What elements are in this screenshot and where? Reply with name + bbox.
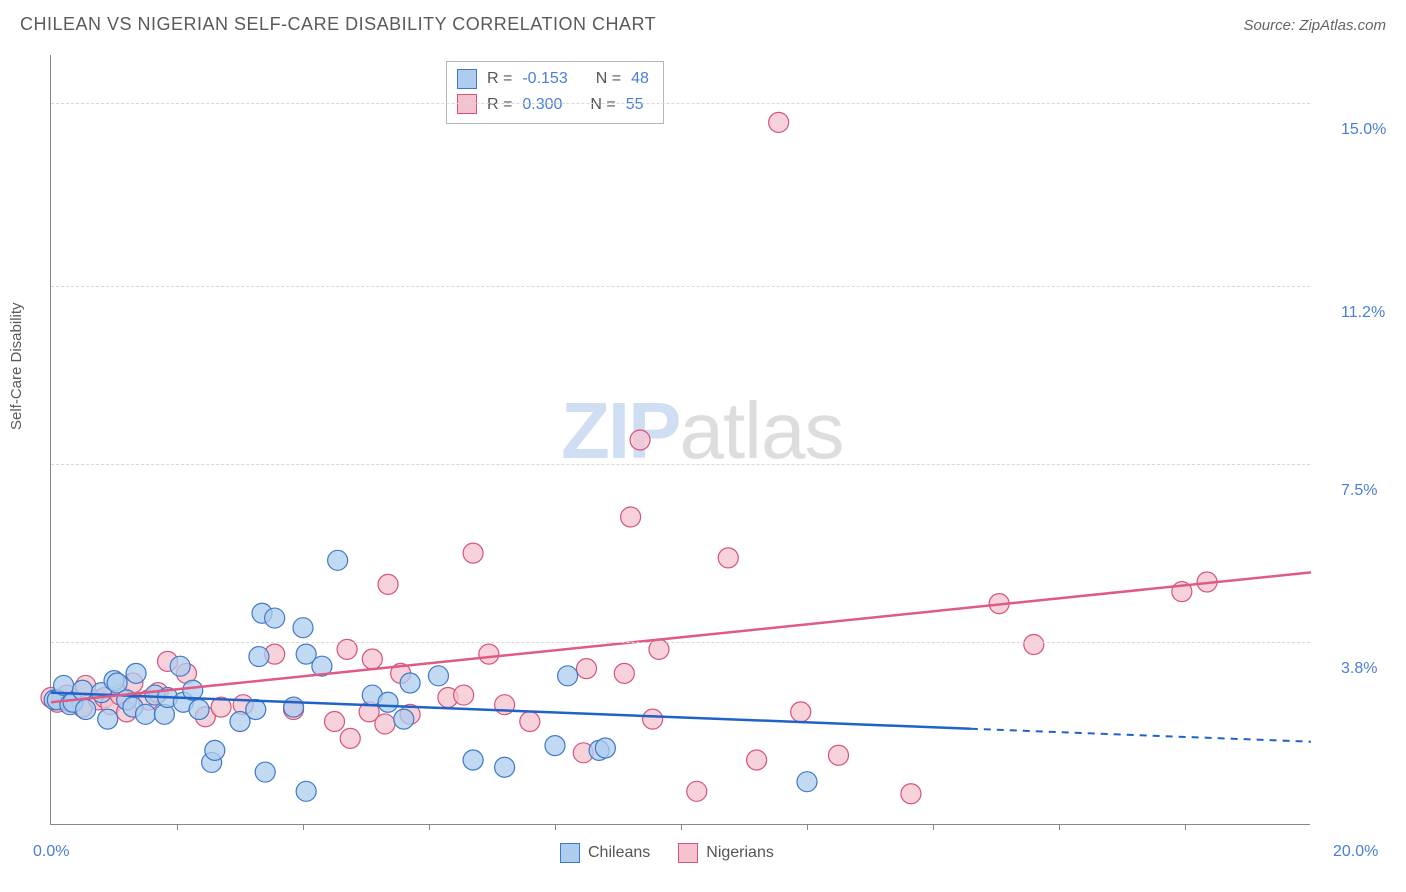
scatter-point xyxy=(284,697,304,717)
swatch-chileans xyxy=(457,69,477,89)
swatch-chileans-bottom xyxy=(560,843,580,863)
correlation-legend: R = -0.153 N = 48 R = 0.300 N = 55 xyxy=(446,61,664,124)
scatter-point xyxy=(577,659,597,679)
scatter-point xyxy=(454,685,474,705)
legend-label-nigerians: Nigerians xyxy=(706,844,774,862)
x-tick-label: 0.0% xyxy=(33,843,69,861)
trend-line xyxy=(51,572,1311,702)
scatter-point xyxy=(378,574,398,594)
scatter-point xyxy=(205,740,225,760)
scatter-point xyxy=(495,757,515,777)
scatter-point xyxy=(901,784,921,804)
swatch-nigerians xyxy=(457,94,477,114)
scatter-point xyxy=(375,714,395,734)
scatter-point xyxy=(328,550,348,570)
scatter-point xyxy=(545,736,565,756)
scatter-point xyxy=(340,728,360,748)
x-tick-label: 20.0% xyxy=(1333,843,1378,861)
y-tick-label: 7.5% xyxy=(1341,482,1377,500)
scatter-point xyxy=(265,608,285,628)
y-tick-label: 3.8% xyxy=(1341,660,1377,678)
source-label: Source: ZipAtlas.com xyxy=(1243,17,1386,34)
scatter-point xyxy=(378,692,398,712)
y-tick-label: 15.0% xyxy=(1341,121,1386,139)
y-tick-label: 11.2% xyxy=(1341,304,1385,322)
swatch-nigerians-bottom xyxy=(678,843,698,863)
scatter-point xyxy=(718,548,738,568)
scatter-point xyxy=(769,112,789,132)
scatter-point xyxy=(797,772,817,792)
scatter-point xyxy=(126,663,146,683)
scatter-point xyxy=(296,781,316,801)
scatter-point xyxy=(98,709,118,729)
scatter-point xyxy=(189,700,209,720)
scatter-point xyxy=(463,750,483,770)
scatter-point xyxy=(463,543,483,563)
scatter-point xyxy=(76,700,96,720)
bottom-legend-nigerians: Nigerians xyxy=(678,843,774,863)
scatter-point xyxy=(136,704,156,724)
scatter-point xyxy=(1024,635,1044,655)
y-axis-label: Self-Care Disability xyxy=(8,302,25,430)
legend-label-chileans: Chileans xyxy=(588,844,650,862)
chart-svg xyxy=(51,55,1310,824)
scatter-point xyxy=(325,712,345,732)
scatter-point xyxy=(595,738,615,758)
scatter-point xyxy=(621,507,641,527)
scatter-point xyxy=(170,656,190,676)
scatter-point xyxy=(394,709,414,729)
scatter-point xyxy=(829,745,849,765)
scatter-point xyxy=(558,666,578,686)
scatter-point xyxy=(687,781,707,801)
trend-line-dashed xyxy=(971,729,1311,742)
scatter-point xyxy=(630,430,650,450)
chart-title: CHILEAN VS NIGERIAN SELF-CARE DISABILITY… xyxy=(20,14,656,35)
scatter-point xyxy=(428,666,448,686)
scatter-point xyxy=(520,712,540,732)
scatter-point xyxy=(614,663,634,683)
scatter-point xyxy=(246,700,266,720)
legend-row-nigerians: R = 0.300 N = 55 xyxy=(457,92,649,118)
bottom-legend: Chileans Nigerians xyxy=(560,843,774,863)
scatter-point xyxy=(362,649,382,669)
scatter-point xyxy=(479,644,499,664)
plot-area: ZIPatlas R = -0.153 N = 48 R = 0.300 N =… xyxy=(50,55,1310,825)
scatter-point xyxy=(791,702,811,722)
scatter-point xyxy=(643,709,663,729)
legend-row-chileans: R = -0.153 N = 48 xyxy=(457,66,649,92)
bottom-legend-chileans: Chileans xyxy=(560,843,650,863)
scatter-point xyxy=(293,618,313,638)
scatter-point xyxy=(255,762,275,782)
scatter-point xyxy=(747,750,767,770)
scatter-point xyxy=(400,673,420,693)
scatter-point xyxy=(249,647,269,667)
